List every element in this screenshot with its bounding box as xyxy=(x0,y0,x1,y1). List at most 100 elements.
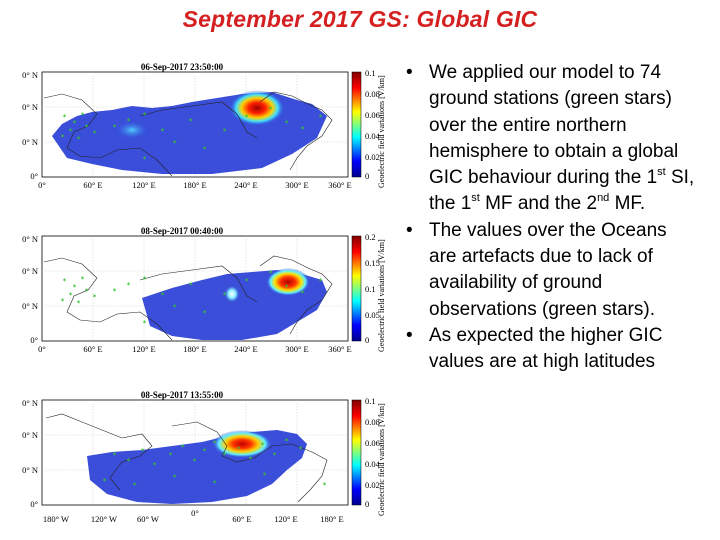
svg-text:180° W: 180° W xyxy=(43,514,69,524)
svg-text:240° E: 240° E xyxy=(234,180,257,190)
svg-text:✶: ✶ xyxy=(236,445,241,452)
svg-text:✶: ✶ xyxy=(268,269,273,276)
svg-text:0°: 0° xyxy=(38,180,46,190)
svg-text:✶: ✶ xyxy=(322,481,327,488)
svg-text:180° E: 180° E xyxy=(183,180,206,190)
svg-text:✶: ✶ xyxy=(126,281,131,288)
svg-text:✶: ✶ xyxy=(112,451,117,458)
svg-text:✶: ✶ xyxy=(172,473,177,480)
svg-text:✶: ✶ xyxy=(126,117,131,124)
map-timestamp: 08-Sep-2017 00:40:00 xyxy=(141,226,224,236)
svg-text:30° N: 30° N xyxy=(22,301,38,311)
svg-text:240° E: 240° E xyxy=(234,344,257,354)
svg-text:60° E: 60° E xyxy=(83,180,102,190)
svg-text:60° W: 60° W xyxy=(137,514,159,524)
bullet-item: • We applied our model to 74 ground stat… xyxy=(406,62,695,215)
svg-text:✶: ✶ xyxy=(142,111,147,118)
svg-text:✶: ✶ xyxy=(68,291,73,298)
svg-text:✶: ✶ xyxy=(72,283,77,290)
svg-text:0.1: 0.1 xyxy=(365,284,376,294)
svg-text:✶: ✶ xyxy=(212,479,217,486)
svg-text:0.04: 0.04 xyxy=(365,131,381,141)
svg-text:✶: ✶ xyxy=(62,113,67,120)
svg-text:360° E: 360° E xyxy=(328,180,351,190)
svg-text:✶: ✶ xyxy=(142,319,147,326)
svg-text:✶: ✶ xyxy=(112,287,117,294)
svg-text:✶: ✶ xyxy=(284,437,289,444)
svg-text:✶: ✶ xyxy=(62,277,67,284)
svg-text:0.02: 0.02 xyxy=(365,480,380,490)
svg-text:0.06: 0.06 xyxy=(365,110,380,120)
svg-text:✶: ✶ xyxy=(298,445,303,452)
svg-text:✶: ✶ xyxy=(222,127,227,134)
colorbar-label: Geoelectric field variations [V/km] xyxy=(377,239,386,352)
map-panel-1: 06-Sep-2017 23:50:00 ✶ ✶ ✶ ✶ ✶ ✶ ✶ ✶ ✶ ✶ ✶ ✶ ✶ ✶ ✶ ✶ ✶ ✶ ✶… xyxy=(22,58,392,210)
svg-text:120° W: 120° W xyxy=(91,514,117,524)
svg-text:✶: ✶ xyxy=(248,455,253,462)
svg-text:✶: ✶ xyxy=(318,113,323,120)
svg-text:0.1: 0.1 xyxy=(365,68,376,78)
svg-text:60° N: 60° N xyxy=(22,266,38,276)
svg-text:✶: ✶ xyxy=(284,283,289,290)
coastlines xyxy=(45,413,328,503)
svg-text:✶: ✶ xyxy=(222,291,227,298)
svg-text:120° E: 120° E xyxy=(132,180,155,190)
svg-text:0°: 0° xyxy=(191,508,199,518)
svg-text:✶: ✶ xyxy=(152,461,157,468)
svg-text:✶: ✶ xyxy=(172,139,177,146)
svg-text:✶: ✶ xyxy=(132,481,137,488)
coastlines xyxy=(43,255,333,341)
svg-text:✶: ✶ xyxy=(72,119,77,126)
svg-text:✶: ✶ xyxy=(318,277,323,284)
bullet-marker: • xyxy=(406,324,413,346)
field-hotspot xyxy=(266,268,310,296)
svg-text:✶: ✶ xyxy=(202,447,207,454)
svg-text:0.15: 0.15 xyxy=(365,258,380,268)
svg-text:0: 0 xyxy=(365,171,369,181)
svg-text:90° N: 90° N xyxy=(22,234,38,244)
colorbar-label: Geoelectric field variations [V/km] xyxy=(377,403,386,516)
svg-text:60° N: 60° N xyxy=(22,430,38,440)
svg-text:✶: ✶ xyxy=(112,123,117,130)
svg-text:✶: ✶ xyxy=(260,441,265,448)
map-panel-3: 08-Sep-2017 13:55:00 ✶ ✶ ✶ ✶ ✶ ✶ ✶ ✶ ✶ ✶ ✶ ✶ ✶ ✶ ✶ ✶ ✶ ✶ ✶… xyxy=(22,386,392,538)
svg-text:✶: ✶ xyxy=(212,439,217,446)
ground-stations: ✶✶✶✶✶✶✶✶✶✶✶✶✶✶✶✶✶✶✶✶✶✶ xyxy=(102,437,327,488)
svg-text:0.2: 0.2 xyxy=(365,232,376,242)
svg-text:0.1: 0.1 xyxy=(365,396,376,406)
svg-text:✶: ✶ xyxy=(126,457,131,464)
svg-text:✶: ✶ xyxy=(84,123,89,130)
svg-text:60° E: 60° E xyxy=(83,344,102,354)
bullet-marker: • xyxy=(406,219,413,241)
svg-text:0.08: 0.08 xyxy=(365,417,380,427)
svg-text:0.05: 0.05 xyxy=(365,310,380,320)
svg-text:✶: ✶ xyxy=(192,457,197,464)
svg-text:90° N: 90° N xyxy=(22,70,38,80)
ground-stations: ✶✶✶✶✶✶✶✶✶✶✶✶✶✶✶✶✶✶✶✶✶✶ xyxy=(60,105,323,162)
svg-text:0°: 0° xyxy=(30,171,38,181)
svg-text:✶: ✶ xyxy=(102,477,107,484)
svg-text:✶: ✶ xyxy=(160,291,165,298)
svg-text:0.06: 0.06 xyxy=(365,438,380,448)
svg-text:✶: ✶ xyxy=(272,451,277,458)
svg-text:0: 0 xyxy=(365,335,369,345)
svg-text:✶: ✶ xyxy=(92,293,97,300)
svg-text:✶: ✶ xyxy=(140,447,145,454)
svg-text:✶: ✶ xyxy=(188,117,193,124)
svg-text:30° N: 30° N xyxy=(22,137,38,147)
svg-text:120° E: 120° E xyxy=(274,514,297,524)
svg-text:✶: ✶ xyxy=(202,309,207,316)
svg-text:180° E: 180° E xyxy=(183,344,206,354)
svg-text:✶: ✶ xyxy=(262,471,267,478)
svg-text:✶: ✶ xyxy=(172,303,177,310)
map-timestamp: 06-Sep-2017 23:50:00 xyxy=(141,62,224,72)
svg-text:60° E: 60° E xyxy=(232,514,251,524)
svg-text:120° E: 120° E xyxy=(132,344,155,354)
field-hotspot xyxy=(229,90,285,126)
map-figure-3: 08-Sep-2017 13:55:00 ✶✶✶✶✶✶✶✶✶✶✶✶✶✶✶✶✶✶✶… xyxy=(22,390,386,524)
svg-text:✶: ✶ xyxy=(60,297,65,304)
svg-text:✶: ✶ xyxy=(180,443,185,450)
map-figure-2: 08-Sep-2017 00:40:00 ✶✶✶✶✶✶✶✶✶✶✶✶✶✶✶✶✶✶✶… xyxy=(22,226,386,354)
svg-text:0.08: 0.08 xyxy=(365,89,380,99)
svg-text:✶: ✶ xyxy=(80,111,85,118)
